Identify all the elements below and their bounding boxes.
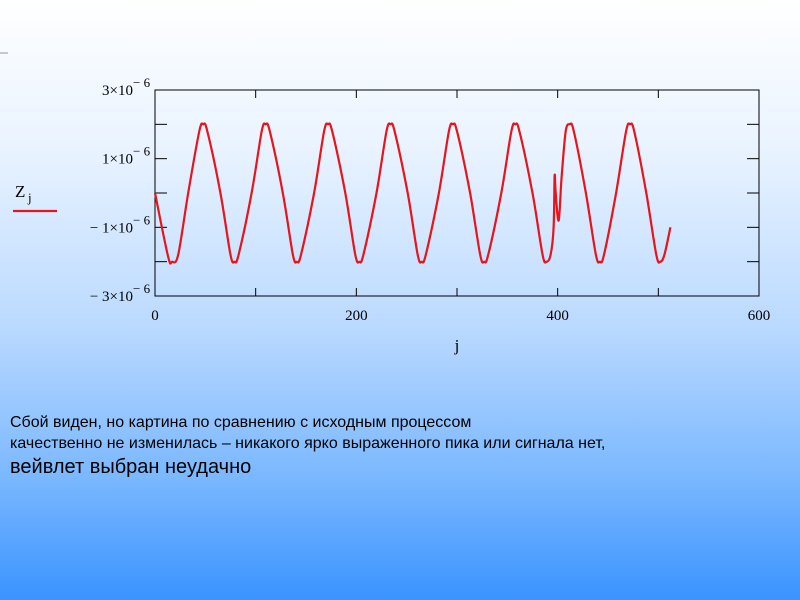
y-axis-label-main: Z: [15, 182, 25, 201]
x-axis-label: j: [454, 336, 460, 355]
x-tick-label: 200: [345, 308, 368, 324]
ticks-group: [154, 89, 760, 297]
y-tick-mantissa: − 3×10: [90, 289, 133, 305]
x-tick-label: 600: [748, 308, 771, 324]
y-axis-label-sub: j: [27, 190, 32, 205]
plot-frame: [154, 89, 760, 297]
y-tick-exponent: − 6: [133, 212, 151, 227]
x-tick-labels: 0 200 400 600: [151, 308, 770, 324]
caption-line-2: качественно не изменилась – никакого ярк…: [10, 435, 606, 452]
y-tick-mantissa: − 1×10: [90, 220, 133, 236]
y-tick-label: 1×10− 6: [102, 144, 151, 168]
y-tick-mantissa: 1×10: [102, 152, 133, 168]
y-tick-labels: 3×10− 61×10− 6− 1×10− 6− 3×10− 6: [90, 75, 151, 305]
y-tick-label: − 3×10− 6: [90, 281, 151, 305]
x-tick-label: 400: [546, 308, 569, 324]
x-tick-label: 0: [151, 308, 159, 324]
caption-line-3: вейвлет выбран неудачно: [10, 456, 252, 478]
y-tick-exponent: − 6: [133, 281, 151, 296]
y-tick-label: 3×10− 6: [102, 75, 151, 99]
y-axis-label: Z j: [13, 182, 57, 213]
chart-svg: 3×10− 61×10− 6− 1×10− 6− 3×10− 6 0 200 400…: [13, 75, 770, 355]
y-tick-label: − 1×10− 6: [90, 212, 151, 236]
series-line: [153, 122, 672, 265]
caption-line-1: Сбой виден, но картина по сравнению с ис…: [10, 414, 472, 431]
y-tick-exponent: − 6: [133, 75, 151, 90]
corner-dash: [0, 52, 8, 54]
y-tick-mantissa: 3×10: [102, 83, 133, 99]
caption: Сбой виден, но картина по сравнению с ис…: [10, 412, 790, 481]
y-tick-exponent: − 6: [133, 144, 151, 159]
